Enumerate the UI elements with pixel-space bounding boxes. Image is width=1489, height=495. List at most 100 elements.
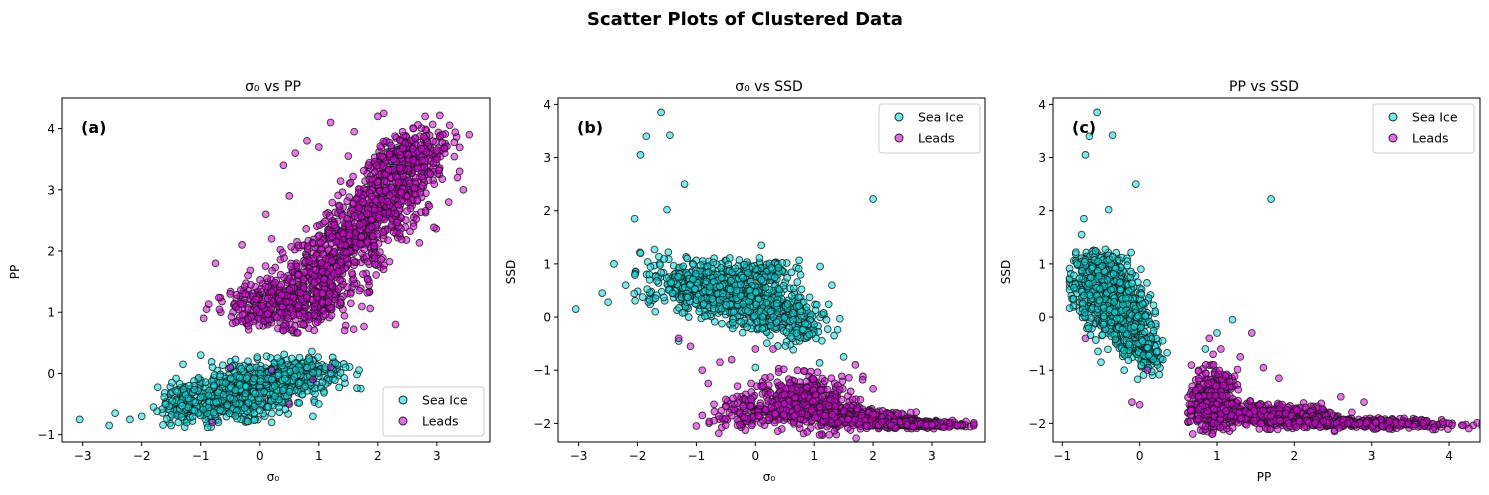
data-point [385, 150, 394, 158]
data-point [153, 383, 162, 392]
data-point [800, 367, 808, 375]
data-point [105, 421, 114, 430]
data-point [226, 290, 235, 298]
data-point [199, 314, 208, 323]
data-point [642, 132, 651, 141]
data-point [869, 195, 877, 203]
data-point [430, 223, 438, 232]
data-point [757, 275, 766, 284]
data-point [450, 138, 459, 147]
data-point [271, 392, 279, 400]
data-point [737, 292, 745, 300]
data-point [160, 393, 169, 401]
data-point [167, 421, 176, 430]
data-point [303, 136, 311, 145]
data-point [235, 373, 244, 382]
x-tick-label: −3 [74, 449, 92, 463]
data-point [409, 144, 417, 153]
data-point [747, 388, 756, 396]
data-point [684, 293, 692, 302]
data-point [367, 222, 376, 231]
data-point [725, 254, 734, 262]
data-point [421, 112, 429, 121]
data-point [853, 404, 861, 413]
data-point [255, 406, 264, 415]
data-point [161, 400, 170, 408]
data-point [858, 375, 867, 384]
data-point [244, 398, 253, 407]
data-point [432, 146, 441, 155]
data-point [335, 202, 344, 211]
data-point [337, 258, 345, 266]
data-point [363, 238, 372, 247]
data-point [326, 264, 334, 273]
data-point [795, 302, 803, 310]
data-point [646, 262, 655, 271]
data-point [773, 427, 782, 435]
data-point [779, 281, 788, 290]
data-point [679, 262, 688, 271]
data-point [680, 180, 689, 188]
data-point [789, 315, 797, 324]
data-point [438, 130, 447, 139]
data-point [252, 306, 261, 314]
data-point [330, 221, 339, 229]
data-point [295, 353, 304, 362]
data-point [701, 312, 709, 321]
data-point [772, 299, 781, 308]
data-point [689, 260, 698, 269]
data-point [263, 309, 272, 318]
data-point [779, 365, 788, 374]
data-point [209, 408, 218, 417]
data-point [716, 282, 724, 291]
data-point [376, 142, 385, 151]
data-point [894, 410, 902, 418]
data-point [242, 382, 250, 391]
data-point [126, 415, 134, 424]
data-point [465, 130, 474, 139]
data-point [334, 191, 342, 200]
data-point [869, 410, 877, 419]
data-point [181, 390, 190, 399]
data-point [660, 255, 668, 263]
data-point [387, 183, 396, 192]
data-point [256, 276, 264, 284]
data-point [667, 278, 676, 287]
data-point [678, 309, 687, 317]
data-point [862, 422, 871, 431]
data-point [406, 227, 414, 236]
data-point [823, 385, 832, 394]
data-point [111, 409, 119, 418]
data-point [336, 177, 345, 185]
data-point [758, 324, 767, 333]
data-point [830, 331, 838, 340]
data-point [318, 378, 327, 387]
data-point [824, 300, 833, 309]
data-point [783, 300, 792, 308]
data-point [326, 118, 335, 127]
data-point [812, 300, 821, 309]
data-point [237, 364, 246, 373]
data-point [278, 386, 287, 395]
data-point [279, 326, 288, 335]
data-point [345, 231, 354, 240]
data-point [418, 181, 426, 190]
data-point [811, 391, 820, 399]
data-point [335, 383, 343, 392]
data-point [372, 271, 380, 279]
data-point [430, 180, 439, 189]
data-point [223, 401, 232, 409]
data-point [643, 285, 652, 293]
data-point [299, 275, 308, 284]
data-point [404, 150, 413, 159]
data-point [264, 403, 273, 411]
data-point [328, 232, 336, 241]
data-point [451, 128, 460, 137]
data-point [355, 286, 364, 295]
data-point [409, 124, 418, 133]
data-point [945, 419, 954, 427]
data-point [202, 305, 211, 314]
data-point [149, 403, 158, 411]
data-point [735, 256, 744, 264]
data-point [252, 295, 260, 304]
